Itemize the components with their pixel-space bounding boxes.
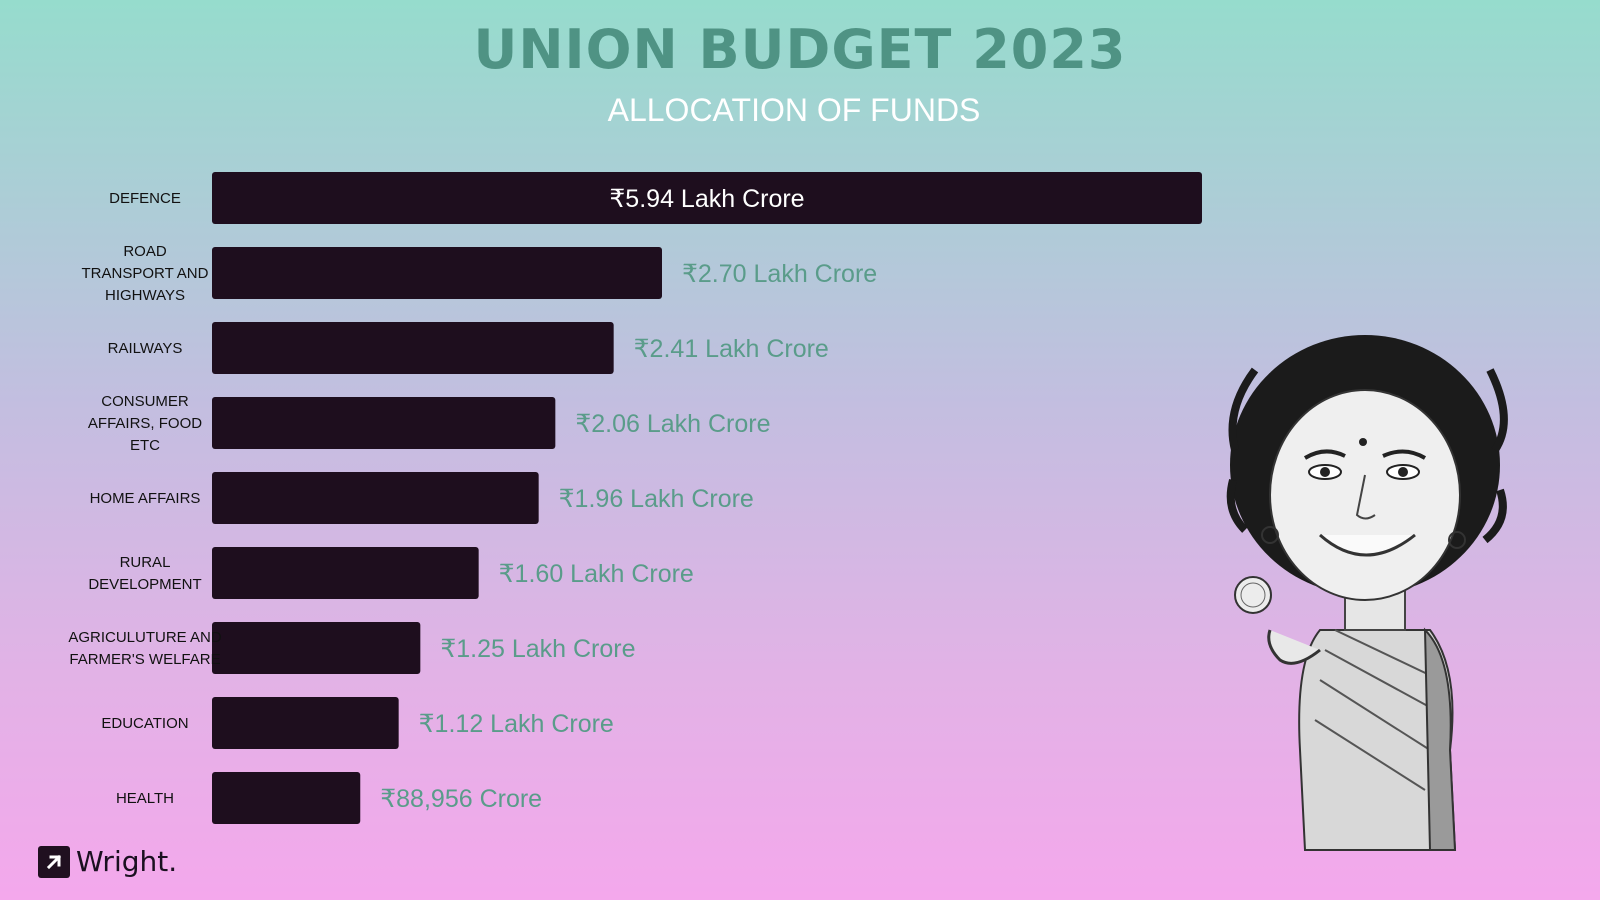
- bar-7: [212, 697, 399, 749]
- value-label: ₹2.41 Lakh Crore: [634, 335, 829, 363]
- category-label: HOME AFFAIRS: [90, 490, 201, 507]
- category-label: CONSUMER AFFAIRS, FOOD ETC: [88, 393, 202, 454]
- brand-logo: Wright.: [38, 845, 177, 878]
- category-label: EDUCATION: [101, 715, 188, 732]
- chart-subtitle: ALLOCATION OF FUNDS: [607, 92, 981, 128]
- category-label: RURAL DEVELOPMENT: [88, 554, 201, 593]
- bar-4: [212, 472, 539, 524]
- value-label: ₹2.06 Lakh Crore: [575, 410, 770, 438]
- value-label: ₹1.25 Lakh Crore: [440, 635, 635, 663]
- value-label: ₹1.12 Lakh Crore: [419, 710, 614, 738]
- bar-0: [212, 172, 1202, 224]
- value-label: ₹88,956 Crore: [380, 785, 542, 813]
- bar-6: [212, 622, 421, 674]
- bar-2: [212, 322, 614, 374]
- category-label: DEFENCE: [109, 190, 181, 207]
- category-label: HEALTH: [116, 790, 174, 807]
- bar-3: [212, 397, 556, 449]
- category-label: ROAD TRANSPORT AND HIGHWAYS: [82, 243, 209, 304]
- bar-5: [212, 547, 479, 599]
- bar-8: [212, 772, 361, 824]
- arrow-up-right-icon: [38, 845, 70, 878]
- category-label: RAILWAYS: [108, 340, 183, 357]
- chart-title: UNION BUDGET 2023: [473, 18, 1127, 81]
- category-label: AGRICULUTURE AND FARMER'S WELFARE: [68, 629, 222, 668]
- brand-name: Wright.: [76, 845, 178, 878]
- value-label: ₹5.94 Lakh Crore: [609, 185, 804, 213]
- caricature-illustration: [1225, 330, 1525, 875]
- value-label: ₹2.70 Lakh Crore: [682, 260, 877, 288]
- bar-1: [212, 247, 662, 299]
- value-label: ₹1.96 Lakh Crore: [559, 485, 754, 513]
- value-label: ₹1.60 Lakh Crore: [499, 560, 694, 588]
